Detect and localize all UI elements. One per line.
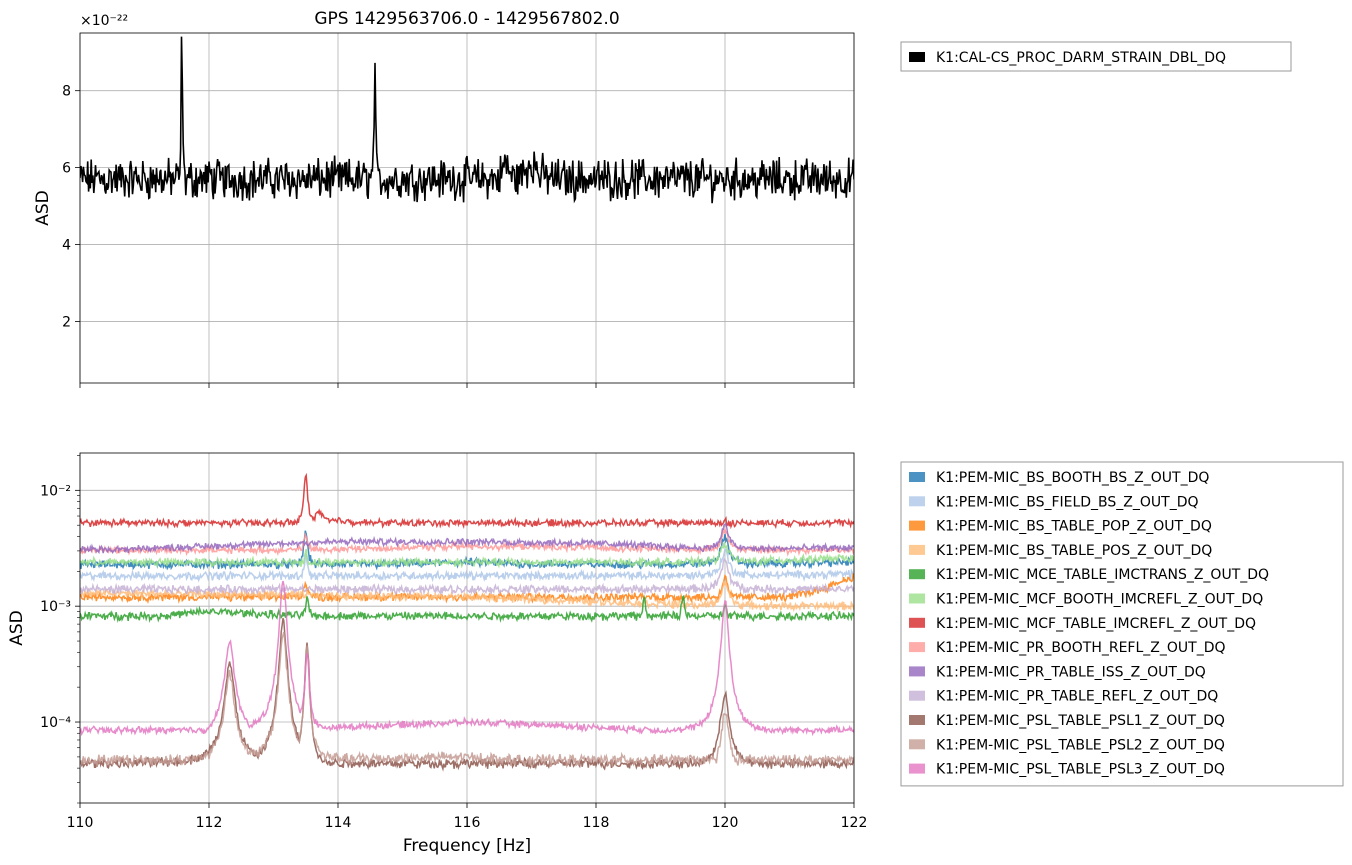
x-tick-label: 118: [583, 815, 610, 831]
legend-swatch: [909, 617, 925, 628]
top-grid: [79, 33, 855, 383]
legend-label: K1:PEM-MIC_MCF_BOOTH_IMCREFL_Z_OUT_DQ: [936, 592, 1263, 608]
legend-swatch: [909, 593, 925, 604]
legend-label: K1:PEM-MIC_BS_BOOTH_BS_Z_OUT_DQ: [936, 470, 1209, 486]
y-tick-label: 10⁻³: [40, 599, 71, 615]
legend-swatch: [909, 472, 925, 482]
top-axes: 2 4 6 8 GPS 1429563706.0 - 1429567802.0 ×10…: [33, 9, 855, 388]
series-line: [80, 580, 854, 613]
y-tick-label: 2: [62, 314, 71, 330]
legend-swatch: [909, 739, 925, 750]
legend-swatch: [909, 666, 925, 677]
series-line: [80, 472, 854, 530]
legend-frame: [900, 41, 1292, 72]
legend-label: K1:CAL-CS_PROC_DARM_STRAIN_DBL_DQ: [936, 50, 1226, 66]
legend-swatch: [909, 642, 925, 653]
bottom-legend: K1:PEM-MIC_BS_BOOTH_BS_Z_OUT_DQ K1:PEM-MI…: [900, 461, 1344, 787]
legend-swatch: [909, 715, 925, 725]
x-tick-label: 120: [712, 815, 739, 831]
y-tick-label: 10⁻⁴: [40, 715, 71, 731]
series-line: [80, 617, 854, 772]
legend-label: K1:PEM-MIC_BS_TABLE_POP_Z_OUT_DQ: [936, 519, 1212, 535]
x-tick-label: 114: [325, 815, 352, 831]
legend-swatch: [909, 690, 925, 701]
bottom-y-axis-label: ASD: [7, 610, 27, 646]
legend-label: K1:PEM-MIC_PR_BOOTH_REFL_Z_OUT_DQ: [936, 640, 1226, 656]
bottom-ticks: 110 112 114 116 118 120 122 10⁻⁴ 10⁻³ 10⁻²: [40, 455, 867, 831]
legend-label: K1:PEM-MIC_BS_TABLE_POS_Z_OUT_DQ: [936, 543, 1212, 559]
legend-swatch: [909, 569, 925, 580]
top-y-axis-label: ASD: [33, 190, 53, 226]
legend-swatch: [909, 763, 925, 774]
top-ticks: 2 4 6 8: [62, 84, 855, 388]
y-tick-label: 4: [62, 238, 71, 254]
bottom-plot-lines: [80, 472, 854, 772]
legend-swatch: [909, 520, 925, 531]
y-tick-label: 8: [62, 84, 71, 100]
legend-label: K1:PEM-MIC_PSL_TABLE_PSL2_Z_OUT_DQ: [936, 737, 1225, 753]
series-line: [80, 526, 854, 557]
legend-label: K1:PEM-MIC_BS_FIELD_BS_Z_OUT_DQ: [936, 494, 1199, 510]
legend-label: K1:PEM-MIC_MCF_TABLE_IMCREFL_Z_OUT_DQ: [936, 616, 1256, 632]
bottom-axes: 110 112 114 116 118 120 122 10⁻⁴ 10⁻³ 10⁻² Freque…: [7, 452, 867, 856]
legend-label: K1:PEM-MIC_PSL_TABLE_PSL1_Z_OUT_DQ: [936, 713, 1225, 729]
top-plot-lines: [80, 36, 854, 204]
series-line: [80, 522, 854, 555]
plot-title: GPS 1429563706.0 - 1429567802.0: [314, 9, 619, 29]
series-line: [80, 631, 854, 769]
series-line: [80, 548, 854, 583]
legend-swatch: [909, 52, 925, 62]
top-y-scale-label: ×10⁻²²: [80, 13, 128, 29]
legend-label: K1:PEM-MIC_MCE_TABLE_IMCTRANS_Z_OUT_DQ: [936, 567, 1269, 583]
x-tick-label: 116: [454, 815, 481, 831]
x-tick-label: 110: [67, 815, 94, 831]
x-tick-label: 112: [196, 815, 223, 831]
legend-swatch: [909, 496, 925, 507]
series-line: [80, 557, 854, 597]
x-axis-label: Frequency [Hz]: [403, 836, 531, 856]
y-tick-label: 6: [62, 161, 71, 177]
y-tick-label: 10⁻²: [40, 483, 71, 499]
legend-swatch: [909, 544, 925, 555]
legend-label: K1:PEM-MIC_PSL_TABLE_PSL3_Z_OUT_DQ: [936, 762, 1225, 778]
series-line: [80, 542, 854, 569]
x-tick-label: 122: [841, 815, 868, 831]
legend-frame: [900, 461, 1344, 787]
legend-label: K1:PEM-MIC_PR_TABLE_REFL_Z_OUT_DQ: [936, 689, 1218, 705]
series-line: [80, 580, 854, 737]
series-line: [80, 36, 854, 204]
top-legend: K1:CAL-CS_PROC_DARM_STRAIN_DBL_DQ: [900, 41, 1292, 72]
legend-label: K1:PEM-MIC_PR_TABLE_ISS_Z_OUT_DQ: [936, 664, 1206, 680]
